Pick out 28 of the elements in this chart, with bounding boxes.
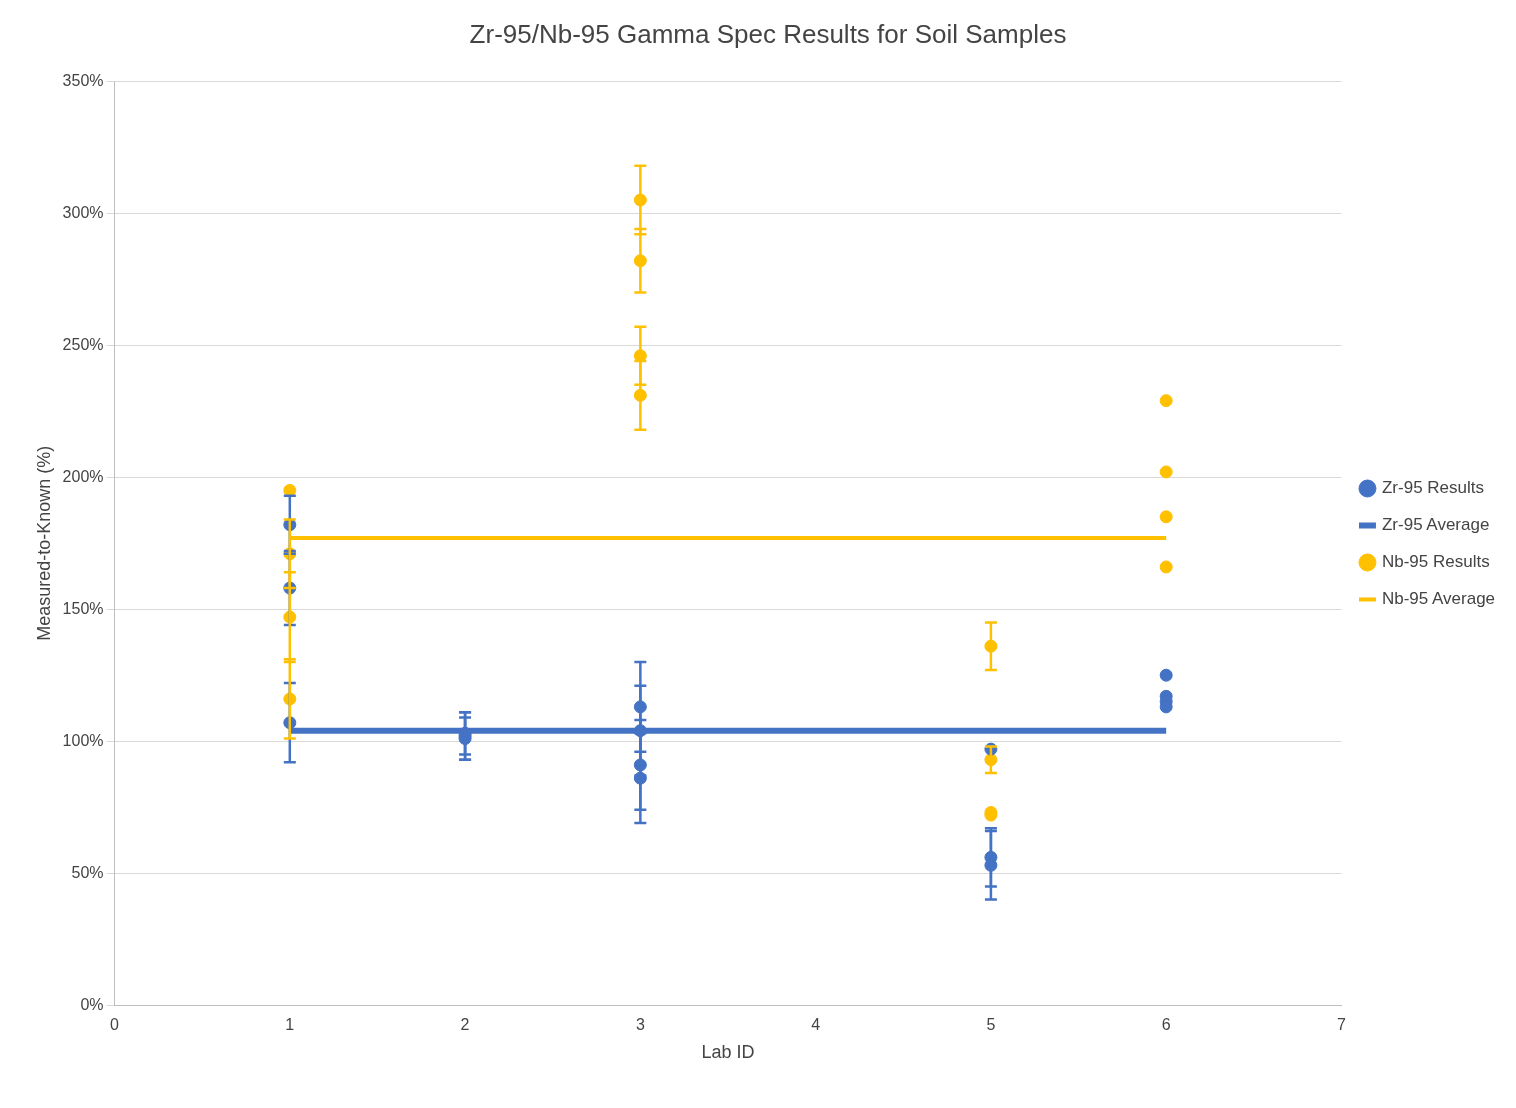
x-tick-label: 4 xyxy=(811,1016,821,1034)
y-tick-label: 300% xyxy=(62,203,104,221)
y-tick-label: 0% xyxy=(80,995,104,1013)
y-tick-label: 250% xyxy=(62,335,104,353)
point xyxy=(1159,668,1173,682)
x-tick-label: 7 xyxy=(1337,1016,1347,1034)
x-tick-label: 5 xyxy=(986,1016,996,1034)
legend-label: Nb-95 Results xyxy=(1381,552,1490,572)
y-tick-label: 50% xyxy=(71,863,104,881)
legend-label: Zr-95 Results xyxy=(1381,478,1484,498)
chart-title: Zr-95/Nb-95 Gamma Spec Results for Soil Samples xyxy=(469,18,1067,49)
point xyxy=(1159,510,1173,524)
x-axis-title: Lab ID xyxy=(701,1042,755,1063)
y-tick-label: 350% xyxy=(62,71,104,89)
x-tick-label: 6 xyxy=(1161,1016,1171,1034)
point xyxy=(1159,394,1173,408)
point xyxy=(1159,465,1173,479)
x-tick-label: 1 xyxy=(285,1016,295,1034)
y-axis-title: Measured-to-Known (%) xyxy=(33,445,54,641)
legend-label: Zr-95 Average xyxy=(1381,515,1490,535)
x-tick-label: 3 xyxy=(635,1016,645,1034)
point xyxy=(1159,560,1173,574)
x-tick-label: 0 xyxy=(110,1016,120,1034)
y-tick-label: 200% xyxy=(62,467,104,485)
x-tick-label: 2 xyxy=(460,1016,470,1034)
legend-label: Nb-95 Average xyxy=(1381,589,1496,609)
y-tick-label: 100% xyxy=(62,731,104,749)
y-tick-label: 150% xyxy=(62,599,104,617)
